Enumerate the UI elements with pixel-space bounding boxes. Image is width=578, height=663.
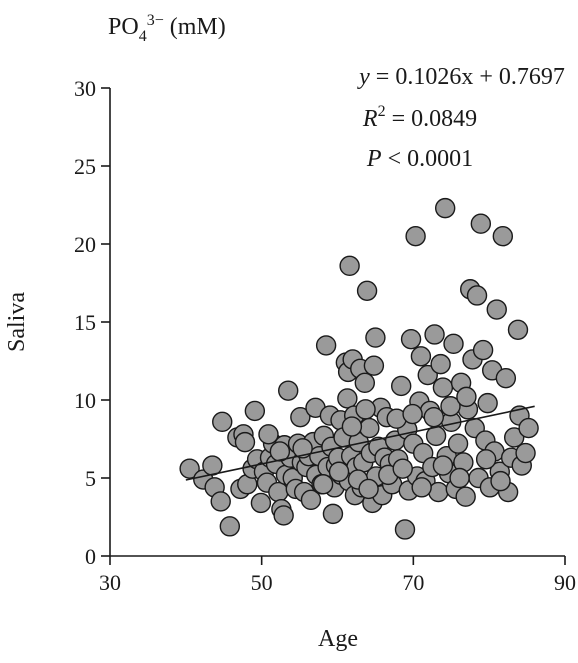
data-point: [315, 335, 337, 356]
data-point: [278, 380, 299, 401]
data-point: [507, 319, 529, 340]
data-point: [486, 299, 507, 320]
data-point: [339, 255, 360, 277]
data-point: [449, 467, 470, 489]
y-tick-label: 30: [74, 76, 96, 101]
data-point: [212, 411, 233, 433]
chart-title-unit: (mM): [164, 14, 226, 40]
data-point: [244, 400, 266, 422]
y-tick-label: 0: [85, 544, 96, 569]
data-point: [424, 324, 445, 345]
data-point: [359, 417, 380, 439]
x-tick-label: 50: [251, 570, 273, 595]
data-point: [219, 516, 241, 537]
r-squared-variable: R: [362, 106, 378, 132]
data-point: [300, 489, 322, 511]
data-point: [434, 197, 456, 219]
data-point: [456, 386, 477, 408]
data-points: [179, 197, 539, 540]
data-point: [455, 486, 476, 507]
data-point: [475, 449, 497, 470]
data-point: [503, 427, 525, 448]
data-point: [322, 503, 344, 525]
y-ticks: 0 5 10 15 20 25 30: [74, 76, 110, 569]
equation-variable: y: [357, 64, 370, 90]
data-point: [515, 442, 536, 464]
p-value: P < 0.0001: [366, 146, 473, 172]
data-point: [365, 327, 386, 348]
data-point: [470, 213, 492, 234]
data-point: [495, 367, 517, 389]
data-point: [417, 364, 438, 386]
data-point: [354, 372, 375, 394]
data-point: [423, 406, 445, 428]
data-point: [490, 470, 511, 492]
y-tick-label: 20: [74, 232, 96, 257]
data-point: [337, 388, 358, 409]
chart-title-main: PO: [108, 14, 139, 40]
data-point: [250, 492, 272, 514]
data-point: [328, 461, 350, 482]
data-point: [355, 399, 376, 420]
data-point: [394, 519, 416, 540]
data-point: [290, 406, 311, 428]
data-point: [466, 285, 488, 306]
data-point: [292, 438, 313, 459]
data-point: [341, 416, 363, 437]
p-value-text: < 0.0001: [382, 146, 474, 172]
data-point: [477, 392, 498, 414]
data-point: [492, 225, 514, 247]
chart-title-superscript: 3−: [147, 12, 164, 29]
data-point: [273, 505, 294, 526]
data-point: [472, 339, 494, 361]
data-point: [358, 478, 379, 500]
x-tick-label: 70: [402, 570, 424, 595]
data-point: [392, 458, 413, 479]
x-tick-label: 90: [554, 570, 576, 595]
data-point: [210, 491, 231, 512]
data-point: [356, 280, 378, 301]
data-point: [363, 355, 385, 376]
data-point: [258, 424, 279, 445]
data-point: [447, 433, 469, 454]
y-axis-title: Saliva: [4, 292, 30, 352]
data-point: [410, 346, 432, 367]
chart-title: PO43− (mM): [108, 12, 226, 45]
data-point: [518, 417, 539, 439]
data-point: [430, 353, 451, 375]
x-tick-label: 30: [99, 570, 121, 595]
data-point: [443, 333, 464, 355]
equation-text: = 0.1026x + 0.7697: [370, 64, 565, 90]
p-value-variable: P: [366, 146, 382, 172]
x-axis-title: Age: [318, 626, 358, 652]
data-point: [432, 377, 454, 398]
data-point: [402, 403, 423, 425]
r-squared-superscript: 2: [378, 103, 386, 120]
y-tick-label: 15: [74, 310, 96, 335]
data-point: [432, 455, 454, 476]
data-point: [400, 328, 422, 350]
data-point: [269, 441, 291, 462]
data-point: [391, 375, 412, 397]
x-ticks: 30 50 70 90: [99, 556, 576, 595]
chart-title-subscript: 4: [139, 28, 147, 45]
y-tick-label: 5: [85, 466, 96, 491]
data-point: [234, 431, 256, 453]
regression-line: [185, 405, 535, 481]
data-point: [440, 396, 461, 417]
data-point: [179, 458, 200, 479]
r-squared-value: = 0.0849: [386, 106, 478, 132]
y-tick-label: 25: [74, 154, 96, 179]
r-squared: R2 = 0.0849: [362, 103, 477, 132]
y-tick-label: 10: [74, 388, 96, 413]
data-point: [268, 481, 289, 503]
data-point: [428, 481, 449, 503]
data-point: [411, 477, 432, 498]
data-point: [312, 474, 334, 495]
data-point: [405, 225, 426, 247]
regression-equation: y = 0.1026x + 0.7697: [357, 64, 565, 90]
